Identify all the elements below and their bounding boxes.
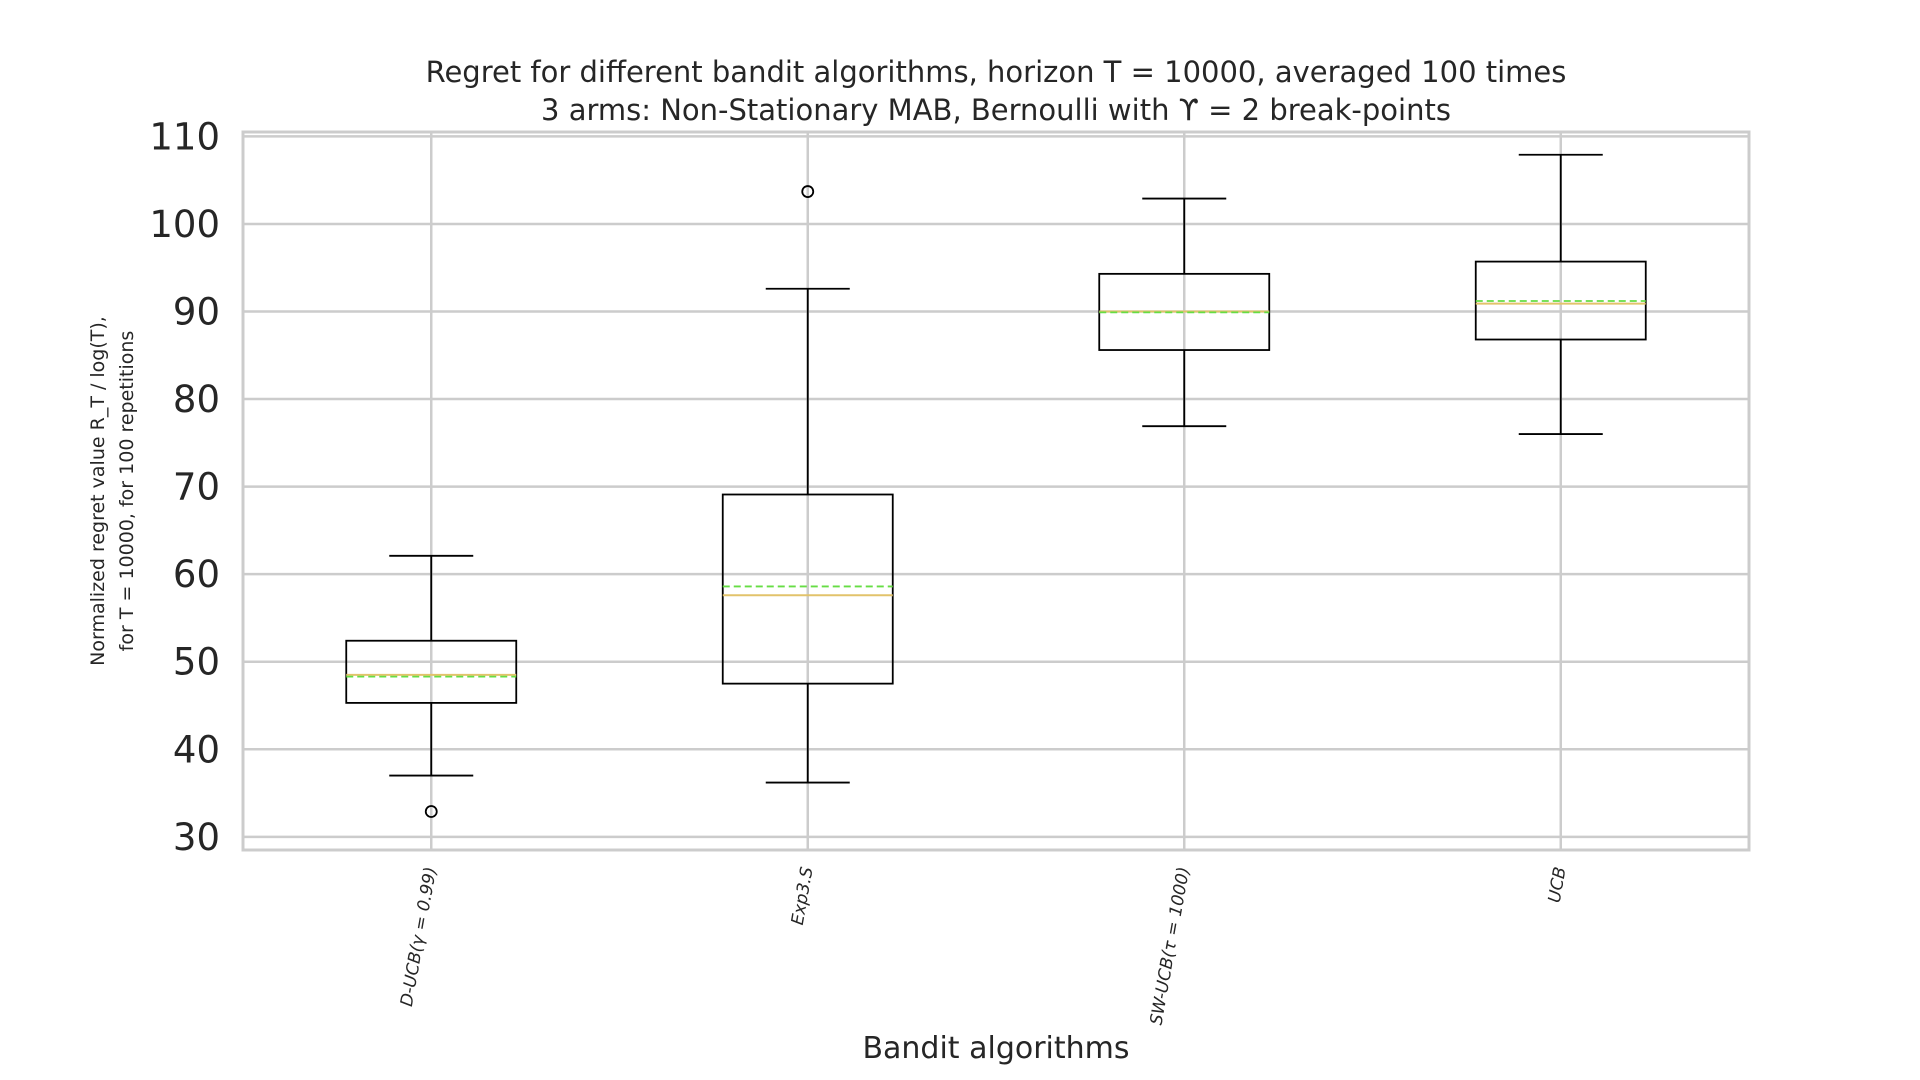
- y-tick-label: 50: [173, 641, 220, 684]
- box-layer: [345, 153, 1647, 818]
- y-tick-label: 70: [173, 466, 220, 509]
- y-tick-label: 110: [149, 115, 220, 158]
- y-axis-label-line2: for T = 10000, for 100 repetitions: [116, 331, 138, 652]
- x-tick-label: SW-UCB(τ = 1000): [1147, 865, 1195, 1026]
- y-tick-label: 40: [173, 728, 220, 771]
- y-tick-label: 30: [173, 816, 220, 859]
- grid-layer: [243, 132, 1749, 850]
- box-group: [1098, 197, 1271, 428]
- y-tick-label: 90: [173, 291, 220, 334]
- chart-title: Regret for different bandit algorithms, …: [426, 55, 1567, 89]
- box-iqr: [345, 639, 518, 704]
- outlier-point: [801, 185, 815, 198]
- x-tick-label: D-UCB(γ = 0.99): [397, 865, 441, 1008]
- y-axis-label-line1: Normalized regret value R_T / log(T),: [87, 316, 109, 666]
- outlier-point: [424, 805, 438, 818]
- box-group: [721, 185, 894, 784]
- plot-frame: [241, 130, 1751, 852]
- y-tick-label: 100: [149, 203, 220, 246]
- box-group: [1474, 153, 1647, 435]
- x-tick-label: Exp3.S: [788, 865, 818, 926]
- x-axis-label: Bandit algorithms: [862, 1031, 1129, 1066]
- box-group: [345, 554, 518, 818]
- tick-layer: 30 40 50 60 70 80 90 100 110 D-UCB(γ = 0.99) Exp3.…: [149, 115, 1570, 1026]
- y-tick-label: 80: [173, 378, 220, 421]
- x-tick-label: UCB: [1545, 865, 1571, 904]
- chart-subtitle: 3 arms: Non-Stationary MAB, Bernoulli wi…: [541, 93, 1451, 127]
- box-iqr: [721, 493, 894, 685]
- y-tick-label: 60: [173, 553, 220, 596]
